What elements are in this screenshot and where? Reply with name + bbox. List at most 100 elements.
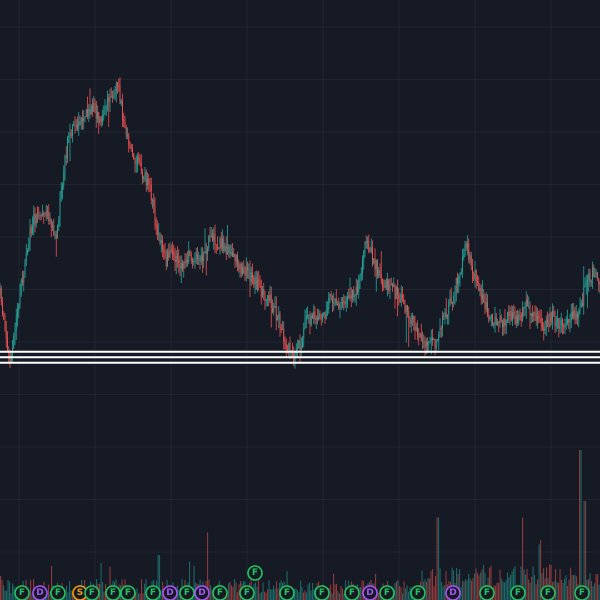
event-badge-d[interactable]: D — [32, 585, 48, 600]
candle-body — [412, 315, 413, 321]
candle-body — [10, 354, 12, 363]
event-badge-d[interactable]: D — [362, 585, 378, 600]
candle-body — [65, 155, 67, 158]
candle-body — [355, 286, 357, 297]
candle-body — [564, 324, 566, 328]
volume-bar — [375, 573, 377, 600]
volume-bar — [160, 590, 162, 600]
event-badge-d[interactable]: D — [445, 585, 461, 600]
support-level-lines[interactable] — [0, 350, 600, 364]
candle-body — [0, 288, 2, 302]
event-badge-label: F — [384, 588, 390, 598]
candle-body — [360, 272, 362, 277]
volume-bar — [268, 580, 270, 600]
event-badge-f[interactable]: F — [120, 585, 136, 600]
event-badge-d[interactable]: D — [194, 585, 210, 600]
volume-bar — [259, 593, 261, 600]
candle-body — [158, 233, 160, 235]
candle-body — [145, 172, 147, 186]
candle-body — [499, 316, 501, 323]
volume-bar — [564, 578, 566, 600]
event-badge-f[interactable]: F — [344, 585, 360, 600]
volume-bar — [277, 588, 279, 600]
volume-bar — [540, 540, 542, 600]
candle-body — [399, 298, 401, 303]
candle-body — [263, 289, 265, 295]
candle-body — [492, 314, 493, 325]
volume-bar — [429, 578, 431, 600]
event-badge-f[interactable]: F — [145, 585, 161, 600]
volume-bar — [501, 578, 503, 600]
candle-body — [163, 249, 165, 252]
candle-body — [74, 124, 76, 127]
candle-body — [469, 255, 471, 260]
event-badge-f[interactable]: F — [574, 585, 590, 600]
candle-body — [62, 184, 63, 191]
candle-body — [225, 245, 227, 254]
candle-body — [127, 134, 128, 136]
candle-body — [157, 227, 158, 235]
candle-body — [497, 321, 498, 326]
event-badge-f[interactable]: F — [14, 585, 30, 600]
candle-body — [239, 263, 241, 270]
volume-bar — [31, 593, 33, 600]
event-badge-label: D — [198, 588, 205, 598]
candle-body — [200, 255, 202, 262]
candle-body — [369, 251, 371, 253]
candle-body — [339, 302, 341, 309]
candle-body — [100, 116, 102, 122]
candle-body — [59, 198, 61, 221]
event-badge-f[interactable]: F — [212, 585, 228, 600]
event-badge-f[interactable]: F — [179, 585, 195, 600]
candle-body — [3, 315, 5, 320]
candle-body — [95, 103, 97, 119]
event-badge-f[interactable]: F — [314, 585, 330, 600]
candle-body — [485, 301, 487, 310]
volume-bar — [480, 572, 482, 600]
event-badge-f[interactable]: F — [105, 585, 121, 600]
candle-body — [228, 246, 230, 253]
candle-body — [75, 125, 77, 127]
candle-body — [78, 121, 80, 129]
volume-bar — [441, 581, 443, 600]
event-badge-d[interactable]: D — [162, 585, 178, 600]
candle-body — [439, 328, 441, 335]
candle-body — [560, 319, 562, 326]
candle-body — [398, 295, 400, 299]
candle-body — [460, 271, 462, 275]
event-badge-f[interactable]: F — [84, 585, 100, 600]
candle-body — [590, 280, 592, 283]
candle-body — [114, 93, 116, 96]
event-badge-ring — [445, 585, 461, 600]
candle-body — [324, 313, 326, 319]
event-badge-f[interactable]: F — [239, 585, 255, 600]
event-badge-f[interactable]: F — [510, 585, 526, 600]
event-badge-f[interactable]: F — [540, 585, 556, 600]
event-badge-f[interactable]: F — [479, 585, 495, 600]
event-badge-f[interactable]: F — [410, 585, 426, 600]
candle-body — [462, 257, 463, 272]
candle-body — [435, 341, 437, 348]
event-badges[interactable]: F D F S F F F F D F D F FFF F F D F F D F F F F — [14, 565, 590, 600]
candle-body — [174, 255, 176, 263]
candle-body — [397, 287, 398, 296]
volume-bar — [378, 592, 380, 600]
candle-body — [375, 260, 377, 270]
candle-body — [465, 244, 467, 248]
event-badge-label: F — [579, 588, 585, 598]
candle-body — [305, 316, 307, 323]
event-badge-f[interactable]: F — [50, 585, 66, 600]
event-badge-label: F — [252, 568, 258, 578]
volume-bar — [207, 532, 209, 600]
candle-body — [510, 311, 512, 321]
candle-body — [388, 279, 390, 291]
event-badge-f[interactable]: F — [279, 585, 295, 600]
event-badge-f[interactable]: F — [379, 585, 395, 600]
candle-body — [434, 339, 436, 348]
event-badge-f[interactable]: F — [247, 565, 263, 581]
candle-body — [582, 302, 583, 306]
candle-body — [194, 255, 196, 261]
event-badge-label: F — [319, 588, 325, 598]
candle-body — [47, 211, 48, 212]
